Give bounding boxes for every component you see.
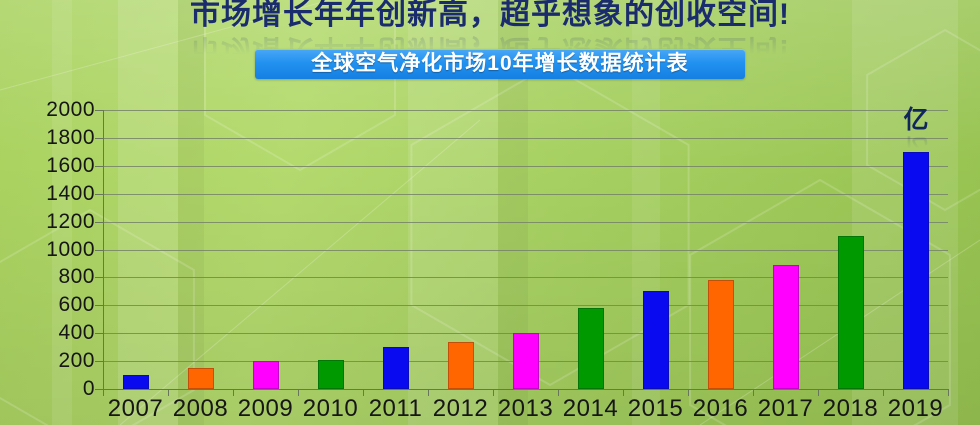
y-axis-tick: [95, 166, 103, 167]
y-axis-tick: [95, 277, 103, 278]
bar-2011: [383, 347, 409, 389]
x-axis-label: 2016: [692, 395, 749, 422]
y-axis-tick: [95, 333, 103, 334]
x-axis-tick: [168, 389, 169, 396]
y-axis-line: [103, 110, 104, 396]
gridline: [103, 277, 948, 278]
y-axis-label: 1400: [46, 182, 95, 205]
gridline: [103, 250, 948, 251]
y-axis-label: 600: [58, 293, 95, 316]
x-axis-label: 2010: [302, 395, 359, 422]
x-axis-tick: [948, 389, 949, 396]
gridline: [103, 138, 948, 139]
x-axis-line: [95, 389, 948, 390]
bar-2010: [318, 359, 344, 389]
x-axis-label: 2014: [562, 395, 619, 422]
x-axis-tick: [298, 389, 299, 396]
gridline: [103, 222, 948, 223]
x-axis-tick: [623, 389, 624, 396]
y-axis-tick: [95, 138, 103, 139]
x-axis-tick: [688, 389, 689, 396]
subtitle-banner-label: 全球空气净化市场10年增长数据统计表: [311, 52, 689, 75]
x-axis-label: 2017: [757, 395, 814, 422]
gridline: [103, 305, 948, 306]
x-axis-label: 2007: [107, 395, 164, 422]
x-axis-tick: [883, 389, 884, 396]
bar-2016: [708, 280, 734, 389]
x-axis-tick: [558, 389, 559, 396]
x-axis-tick: [818, 389, 819, 396]
y-axis-label: 200: [58, 349, 95, 372]
page-title: 市场增长年年创新高，超乎想象的创收空间!: [190, 0, 790, 31]
gridline: [103, 166, 948, 167]
bar-2017: [773, 264, 799, 389]
bg-stripe: [118, 0, 178, 425]
y-axis-label: 1000: [46, 238, 95, 261]
x-axis-label: 2013: [497, 395, 554, 422]
y-axis-tick: [95, 110, 103, 111]
bar-2007: [123, 375, 149, 390]
y-axis-tick: [95, 194, 103, 195]
bar-2012: [448, 341, 474, 389]
y-axis-label: 1800: [46, 126, 95, 149]
x-axis-tick: [493, 389, 494, 396]
bar-2019: [903, 151, 929, 389]
bar-2009: [253, 361, 279, 389]
y-axis-tick: [95, 305, 103, 306]
y-axis-label: 1600: [46, 154, 95, 177]
x-axis-label: 2011: [368, 395, 423, 422]
x-axis-label: 2012: [432, 395, 489, 422]
y-axis-label: 1200: [46, 210, 95, 233]
x-axis-tick: [233, 389, 234, 396]
x-axis-tick: [103, 389, 104, 396]
y-axis-label: 0: [82, 377, 95, 400]
subtitle-banner: 全球空气净化市场10年增长数据统计表: [255, 49, 745, 79]
x-axis-label: 2008: [172, 395, 229, 422]
bg-stripe: [178, 0, 204, 425]
y-axis-label: 2000: [46, 98, 95, 121]
x-axis-label: 2015: [627, 395, 684, 422]
gridline: [103, 194, 948, 195]
unit-label: 亿: [903, 105, 929, 134]
y-axis-label: 800: [58, 265, 95, 288]
unit-label-reflection: 亿: [903, 132, 929, 161]
bar-2008: [188, 368, 214, 389]
x-axis-label: 2019: [887, 395, 944, 422]
x-axis-label: 2018: [822, 395, 879, 422]
x-axis-tick: [753, 389, 754, 396]
y-axis-label: 400: [58, 321, 95, 344]
bar-2018: [838, 235, 864, 389]
bar-2014: [578, 308, 604, 389]
y-axis-tick: [95, 250, 103, 251]
gridline: [103, 110, 948, 111]
x-axis-tick: [428, 389, 429, 396]
bar-2013: [513, 333, 539, 389]
y-axis-tick: [95, 361, 103, 362]
x-axis-tick: [363, 389, 364, 396]
bg-stripe: [52, 0, 72, 425]
y-axis-tick: [95, 222, 103, 223]
bar-2015: [643, 291, 669, 389]
x-axis-label: 2009: [237, 395, 294, 422]
